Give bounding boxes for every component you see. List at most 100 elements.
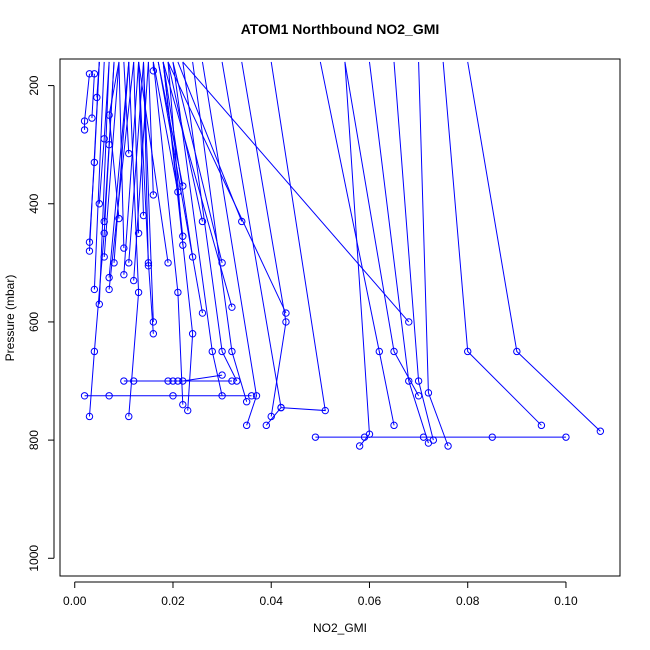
profile-line xyxy=(162,61,194,411)
data-point xyxy=(218,371,226,379)
data-point xyxy=(365,430,374,438)
profile-line xyxy=(138,61,169,263)
data-point xyxy=(262,421,271,430)
data-point xyxy=(562,433,570,441)
data-point xyxy=(179,377,187,385)
profile-line xyxy=(167,61,184,246)
data-point xyxy=(218,347,226,356)
data-point xyxy=(100,229,108,238)
data-point xyxy=(105,273,113,282)
profile-line xyxy=(393,61,434,441)
data-point xyxy=(110,259,118,267)
profile-line xyxy=(84,73,90,130)
data-point xyxy=(228,347,236,356)
data-point xyxy=(129,377,138,385)
data-point xyxy=(282,318,290,326)
data-point xyxy=(267,412,275,421)
data-point xyxy=(429,436,438,444)
data-point xyxy=(125,149,133,158)
data-point xyxy=(282,309,290,317)
profile-line xyxy=(91,73,95,119)
data-point xyxy=(174,288,182,297)
profile-line xyxy=(108,61,120,219)
data-point xyxy=(405,377,413,385)
data-point xyxy=(228,303,236,311)
data-point xyxy=(198,309,207,317)
data-point xyxy=(174,377,182,385)
profile-line xyxy=(182,61,238,382)
y-axis-label: Pressure (mbar) xyxy=(3,275,17,362)
profile-line xyxy=(172,61,223,263)
profile-line xyxy=(344,61,420,397)
x-tick-label: 0.10 xyxy=(554,594,578,608)
data-point xyxy=(390,421,398,430)
profile-line xyxy=(118,61,125,249)
profile-line xyxy=(103,61,120,257)
data-point xyxy=(247,392,256,400)
data-point xyxy=(105,392,113,400)
profile-line xyxy=(167,61,287,314)
y-tick-label: 800 xyxy=(27,430,41,450)
profile-line xyxy=(88,61,100,252)
data-point xyxy=(120,377,128,385)
profile-line xyxy=(177,61,243,222)
data-point xyxy=(90,70,99,78)
x-tick-label: 0.08 xyxy=(456,594,480,608)
data-point xyxy=(375,347,383,356)
data-point xyxy=(149,318,158,326)
y-tick-label: 200 xyxy=(27,75,41,95)
data-point xyxy=(105,111,113,119)
data-point xyxy=(405,318,413,326)
profile-line xyxy=(162,61,194,258)
profile-line xyxy=(192,61,248,402)
profile-line xyxy=(442,61,542,426)
profile-line xyxy=(133,61,140,234)
profile-line xyxy=(96,61,100,98)
data-point xyxy=(80,117,89,125)
data-point xyxy=(90,285,99,294)
data-point xyxy=(95,300,103,308)
data-point xyxy=(95,200,103,208)
x-tick-label: 0.02 xyxy=(161,594,185,608)
data-point xyxy=(88,114,96,122)
data-point xyxy=(120,270,128,279)
profile-line xyxy=(182,61,410,323)
data-point xyxy=(129,276,138,285)
profile-line xyxy=(152,61,184,405)
data-point xyxy=(149,191,158,199)
data-point xyxy=(85,70,94,78)
profile-line xyxy=(123,61,130,154)
data-point xyxy=(93,93,101,102)
data-point xyxy=(149,67,158,75)
profile-line xyxy=(368,61,429,444)
data-point xyxy=(218,392,226,400)
profile-line xyxy=(344,61,370,447)
plot-frame xyxy=(59,58,621,577)
profile-line xyxy=(98,61,110,204)
x-tick-label: 0.00 xyxy=(63,594,87,608)
data-point xyxy=(355,442,364,450)
data-point xyxy=(90,347,99,356)
profile-line xyxy=(123,61,140,275)
data-point xyxy=(100,253,108,261)
data-point xyxy=(390,347,398,356)
data-point xyxy=(233,377,241,385)
data-point xyxy=(80,126,89,134)
data-point xyxy=(188,330,197,338)
y-tick-label: 1000 xyxy=(27,545,41,572)
plot-area xyxy=(80,61,605,450)
profile-line xyxy=(147,61,154,195)
data-point xyxy=(139,211,148,220)
data-point xyxy=(169,392,177,400)
profile-line xyxy=(152,61,179,193)
y-tick-label: 600 xyxy=(27,312,41,332)
data-point xyxy=(184,406,192,415)
profile-line xyxy=(88,61,115,417)
profile-line xyxy=(319,61,395,426)
data-point xyxy=(208,347,216,356)
data-point xyxy=(120,244,128,252)
data-point xyxy=(100,135,108,143)
profile-line xyxy=(201,61,258,426)
data-point xyxy=(488,433,496,441)
